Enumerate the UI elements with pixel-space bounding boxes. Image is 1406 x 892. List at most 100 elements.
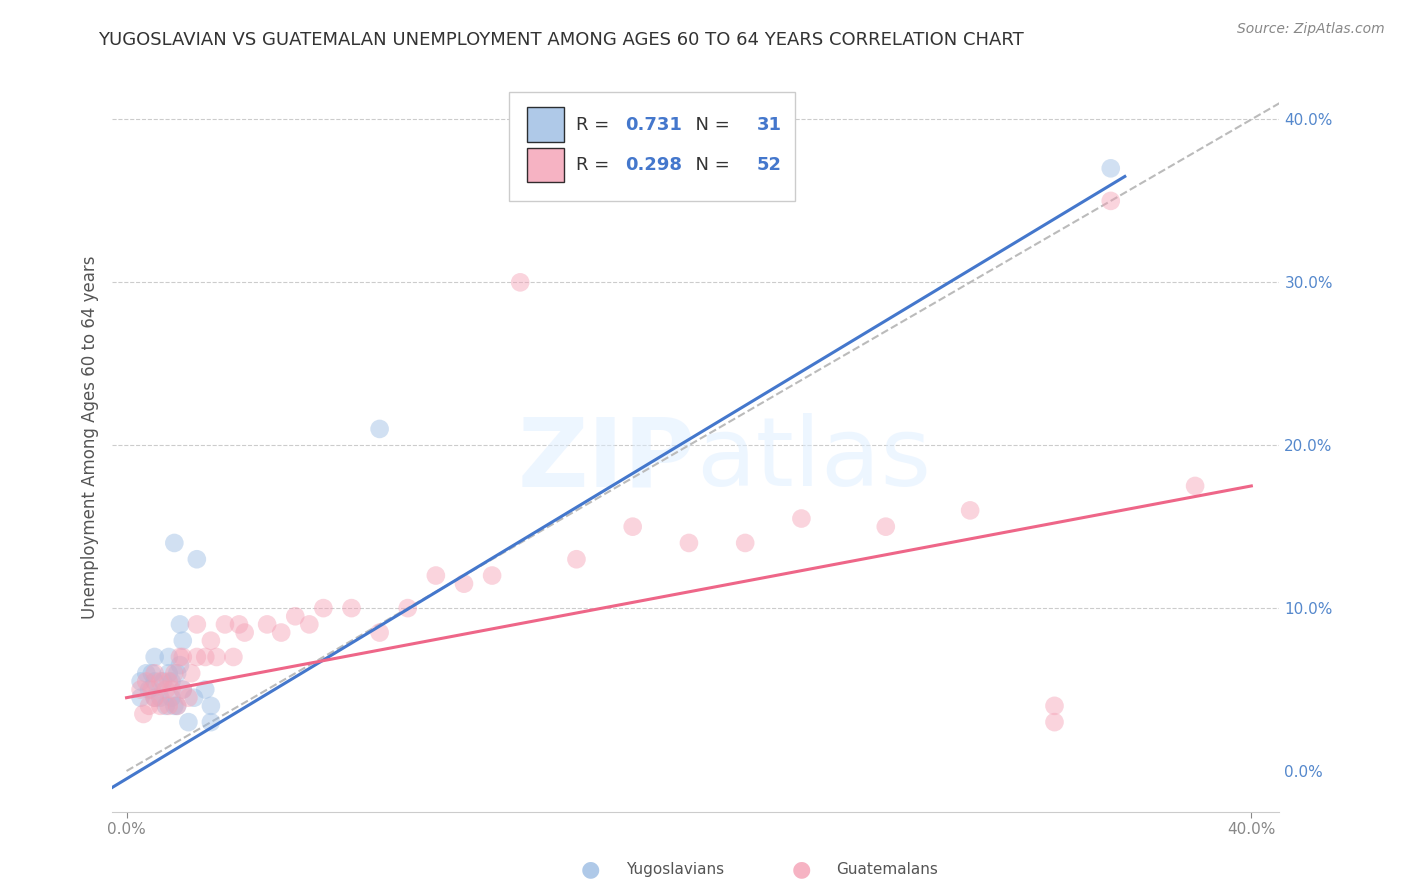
Text: N =: N = — [685, 116, 735, 134]
Point — [177, 690, 200, 705]
Text: Yugoslavians: Yugoslavians — [626, 863, 724, 877]
Point — [135, 674, 157, 689]
Text: YUGOSLAVIAN VS GUATEMALAN UNEMPLOYMENT AMONG AGES 60 TO 64 YEARS CORRELATION CHA: YUGOSLAVIAN VS GUATEMALAN UNEMPLOYMENT A… — [98, 31, 1024, 49]
Text: 52: 52 — [756, 156, 782, 174]
Point — [169, 650, 191, 665]
Text: ●: ● — [792, 860, 811, 880]
Point — [169, 617, 191, 632]
Point — [425, 568, 447, 582]
Point — [183, 690, 205, 705]
Point — [172, 682, 194, 697]
Point — [143, 690, 166, 705]
Point — [177, 715, 200, 730]
Point — [172, 682, 194, 697]
Point — [340, 601, 363, 615]
Point — [163, 666, 186, 681]
Point — [163, 536, 186, 550]
FancyBboxPatch shape — [509, 93, 796, 201]
Point — [1043, 715, 1066, 730]
Point — [200, 698, 222, 713]
Point — [200, 633, 222, 648]
Point — [129, 682, 152, 697]
Point — [160, 682, 183, 697]
Point — [160, 674, 183, 689]
Point — [166, 666, 188, 681]
Point — [155, 682, 177, 697]
FancyBboxPatch shape — [527, 148, 564, 182]
Text: Guatemalans: Guatemalans — [837, 863, 938, 877]
Text: R =: R = — [576, 116, 614, 134]
Point — [138, 682, 160, 697]
Point — [149, 690, 172, 705]
Point — [959, 503, 981, 517]
FancyBboxPatch shape — [527, 107, 564, 142]
Text: 31: 31 — [756, 116, 782, 134]
Point — [172, 633, 194, 648]
Point — [157, 674, 180, 689]
Point — [1099, 161, 1122, 176]
Point — [270, 625, 292, 640]
Point — [222, 650, 245, 665]
Point — [565, 552, 588, 566]
Point — [284, 609, 307, 624]
Point — [180, 666, 202, 681]
Point — [157, 666, 180, 681]
Text: ●: ● — [581, 860, 600, 880]
Point — [194, 682, 217, 697]
Point — [152, 674, 174, 689]
Point — [157, 650, 180, 665]
Point — [678, 536, 700, 550]
Point — [186, 617, 208, 632]
Text: N =: N = — [685, 156, 735, 174]
Point — [186, 552, 208, 566]
Point — [233, 625, 256, 640]
Point — [163, 698, 186, 713]
Point — [1184, 479, 1206, 493]
Point — [481, 568, 503, 582]
Point — [172, 650, 194, 665]
Point — [157, 698, 180, 713]
Y-axis label: Unemployment Among Ages 60 to 64 years: Unemployment Among Ages 60 to 64 years — [80, 255, 98, 619]
Point — [141, 682, 163, 697]
Point — [132, 706, 155, 721]
Point — [1043, 698, 1066, 713]
Point — [149, 674, 172, 689]
Text: 0.298: 0.298 — [624, 156, 682, 174]
Point — [143, 690, 166, 705]
Point — [256, 617, 278, 632]
Point — [143, 650, 166, 665]
Point — [155, 698, 177, 713]
Point — [200, 715, 222, 730]
Point — [790, 511, 813, 525]
Point — [875, 519, 897, 533]
Point — [734, 536, 756, 550]
Point — [1099, 194, 1122, 208]
Point — [396, 601, 419, 615]
Point — [149, 698, 172, 713]
Point — [368, 422, 391, 436]
Point — [166, 698, 188, 713]
Point — [312, 601, 335, 615]
Text: 0.731: 0.731 — [624, 116, 682, 134]
Point — [129, 690, 152, 705]
Point — [143, 666, 166, 681]
Text: ZIP: ZIP — [517, 413, 696, 506]
Text: atlas: atlas — [696, 413, 931, 506]
Point — [621, 519, 644, 533]
Point — [143, 674, 166, 689]
Point — [509, 276, 531, 290]
Point — [186, 650, 208, 665]
Text: Source: ZipAtlas.com: Source: ZipAtlas.com — [1237, 22, 1385, 37]
Point — [138, 698, 160, 713]
Point — [141, 666, 163, 681]
Point — [368, 625, 391, 640]
Point — [135, 666, 157, 681]
Point — [166, 698, 188, 713]
Point — [453, 576, 475, 591]
Text: R =: R = — [576, 156, 614, 174]
Point — [169, 658, 191, 673]
Point — [194, 650, 217, 665]
Point — [129, 674, 152, 689]
Point — [228, 617, 250, 632]
Point — [205, 650, 228, 665]
